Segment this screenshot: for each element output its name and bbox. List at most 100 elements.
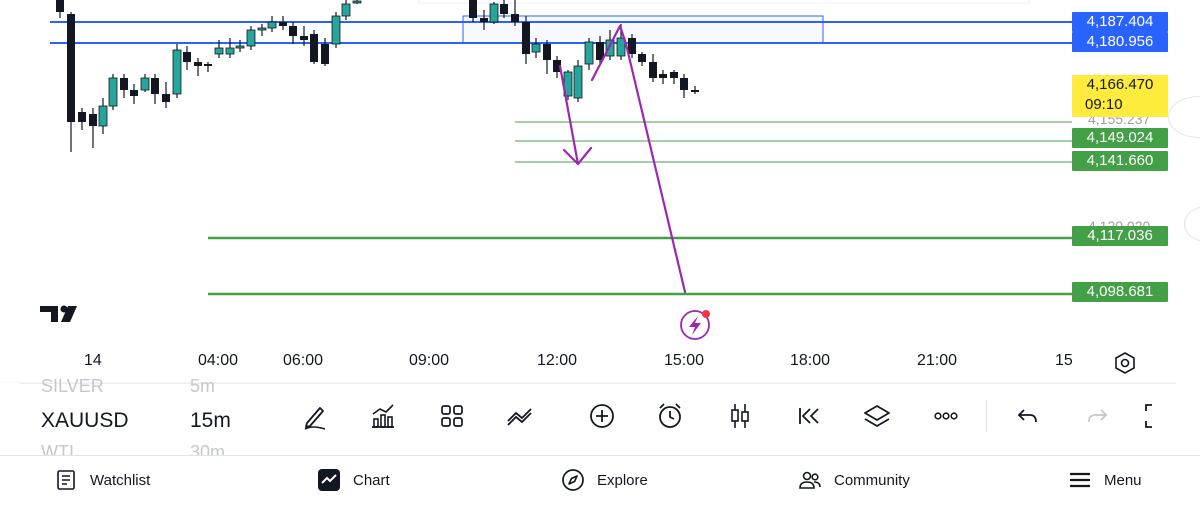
indicators-icon[interactable] [368, 401, 398, 431]
candle-down [279, 22, 287, 26]
time-label: 14 [84, 352, 102, 369]
fullscreen-icon[interactable] [1142, 401, 1172, 431]
nav-menu[interactable]: Menu [1068, 468, 1142, 492]
candle-up [584, 41, 594, 65]
time-label: 04:00 [198, 352, 239, 369]
candle-down [300, 36, 308, 40]
compass-icon [561, 468, 585, 492]
candle-down [691, 90, 699, 92]
candle-up [489, 3, 499, 23]
candle-down [628, 38, 636, 54]
nav-menu-label: Menu [1104, 471, 1142, 489]
candle-countdown: 09:10 [1085, 96, 1123, 113]
candle-down [649, 62, 657, 78]
candle-up [98, 105, 108, 127]
price-tag-target-4: 4,098.681 [1072, 282, 1168, 302]
bottom-navigation: Watchlist Chart Explore Community Menu [0, 455, 1200, 505]
candle-up [235, 45, 245, 49]
nav-explore-label: Explore [597, 471, 648, 489]
candle-down [321, 44, 329, 64]
candle-down [67, 14, 75, 122]
lightning-icon [689, 316, 701, 335]
alert-icon[interactable] [655, 401, 685, 431]
candle-down [310, 34, 318, 62]
current-price-tag: 4,166.470 09:10 [1072, 75, 1168, 117]
chart-toolbar: SILVER 5m XAUUSD 15m WTI 30m [20, 376, 1176, 462]
chart-area[interactable]: 4,155.237 4,120.020 4,187.404 4,180.956 … [0, 0, 1200, 383]
price-tag-target-2: 4,141.660 [1072, 151, 1168, 171]
current-price: 4,166.470 [1086, 76, 1154, 93]
more-icon[interactable] [931, 401, 961, 431]
candle-down [162, 94, 170, 102]
candle-down [659, 74, 667, 78]
candle-up [267, 21, 277, 29]
candle-down [78, 112, 86, 122]
tradingview-logo [61, 306, 77, 322]
candle-up [214, 47, 224, 55]
candle-down [680, 78, 688, 90]
nav-watchlist[interactable]: Watchlist [54, 468, 150, 492]
candle-up [352, 0, 362, 4]
top-overlay-edge [417, 0, 1031, 4]
candle-down [543, 44, 551, 60]
symbol-prev[interactable]: SILVER [41, 376, 104, 396]
tradingview-logo [60, 305, 68, 313]
chart-canvas[interactable] [0, 0, 1200, 383]
candle-up [257, 27, 267, 31]
candle-down [194, 62, 202, 66]
add-icon[interactable] [587, 401, 617, 431]
time-label: 21:00 [917, 352, 958, 369]
target-arrow-1 [558, 64, 593, 166]
candle-down [469, 0, 477, 18]
candles-icon[interactable] [725, 401, 755, 431]
settings-icon[interactable] [1112, 350, 1138, 376]
price-tag-zone-bottom: 4,180.956 [1072, 32, 1168, 52]
candle-up [108, 77, 118, 107]
target-arrow-2 [590, 24, 687, 294]
price-tag-target-1: 4,149.024 [1072, 128, 1168, 148]
nav-explore[interactable]: Explore [561, 468, 648, 492]
time-label: 15:00 [664, 352, 705, 369]
candle-up [573, 65, 583, 99]
nav-community[interactable]: Community [798, 468, 910, 492]
replay-icon[interactable] [794, 401, 824, 431]
layouts-icon[interactable] [437, 401, 467, 431]
candle-down [89, 114, 97, 126]
candle-down [638, 54, 646, 62]
candle-down [553, 60, 561, 72]
candle-down [596, 42, 604, 60]
candle-up [531, 43, 541, 53]
tradingview-logo [40, 306, 58, 322]
candle-up [605, 39, 615, 57]
timeframe-selector[interactable]: 15m [190, 409, 231, 432]
candle-down [151, 78, 159, 94]
symbol-selector[interactable]: XAUUSD [41, 409, 129, 432]
timeframe-prev[interactable]: 5m [190, 376, 216, 396]
candle-up [140, 77, 150, 91]
undo-icon[interactable] [1013, 401, 1043, 431]
candle-up [246, 29, 256, 47]
price-tag-zone-top: 4,187.404 [1072, 12, 1168, 32]
candle-down [500, 4, 508, 14]
candle-down [130, 90, 138, 96]
candle-up [616, 37, 626, 57]
nav-community-label: Community [834, 471, 910, 489]
nav-chart[interactable]: Chart [317, 468, 390, 492]
hamburger-icon [1068, 468, 1092, 492]
candle-down [480, 18, 488, 22]
pencil-icon[interactable] [300, 401, 330, 431]
notification-dot [702, 310, 710, 318]
list-icon [54, 468, 78, 492]
price-tag-target-3: 4,117.036 [1072, 226, 1168, 246]
time-label: 09:00 [409, 352, 450, 369]
chart-icon [317, 468, 341, 492]
nav-watchlist-label: Watchlist [90, 471, 151, 489]
candle-down [183, 52, 191, 62]
toolbar-divider [986, 400, 987, 432]
community-icon [798, 468, 822, 492]
redo-icon[interactable] [1082, 401, 1112, 431]
layers-icon[interactable] [862, 401, 892, 431]
candle-down [56, 0, 64, 12]
compare-icon[interactable] [505, 401, 535, 431]
candle-down [204, 64, 212, 66]
